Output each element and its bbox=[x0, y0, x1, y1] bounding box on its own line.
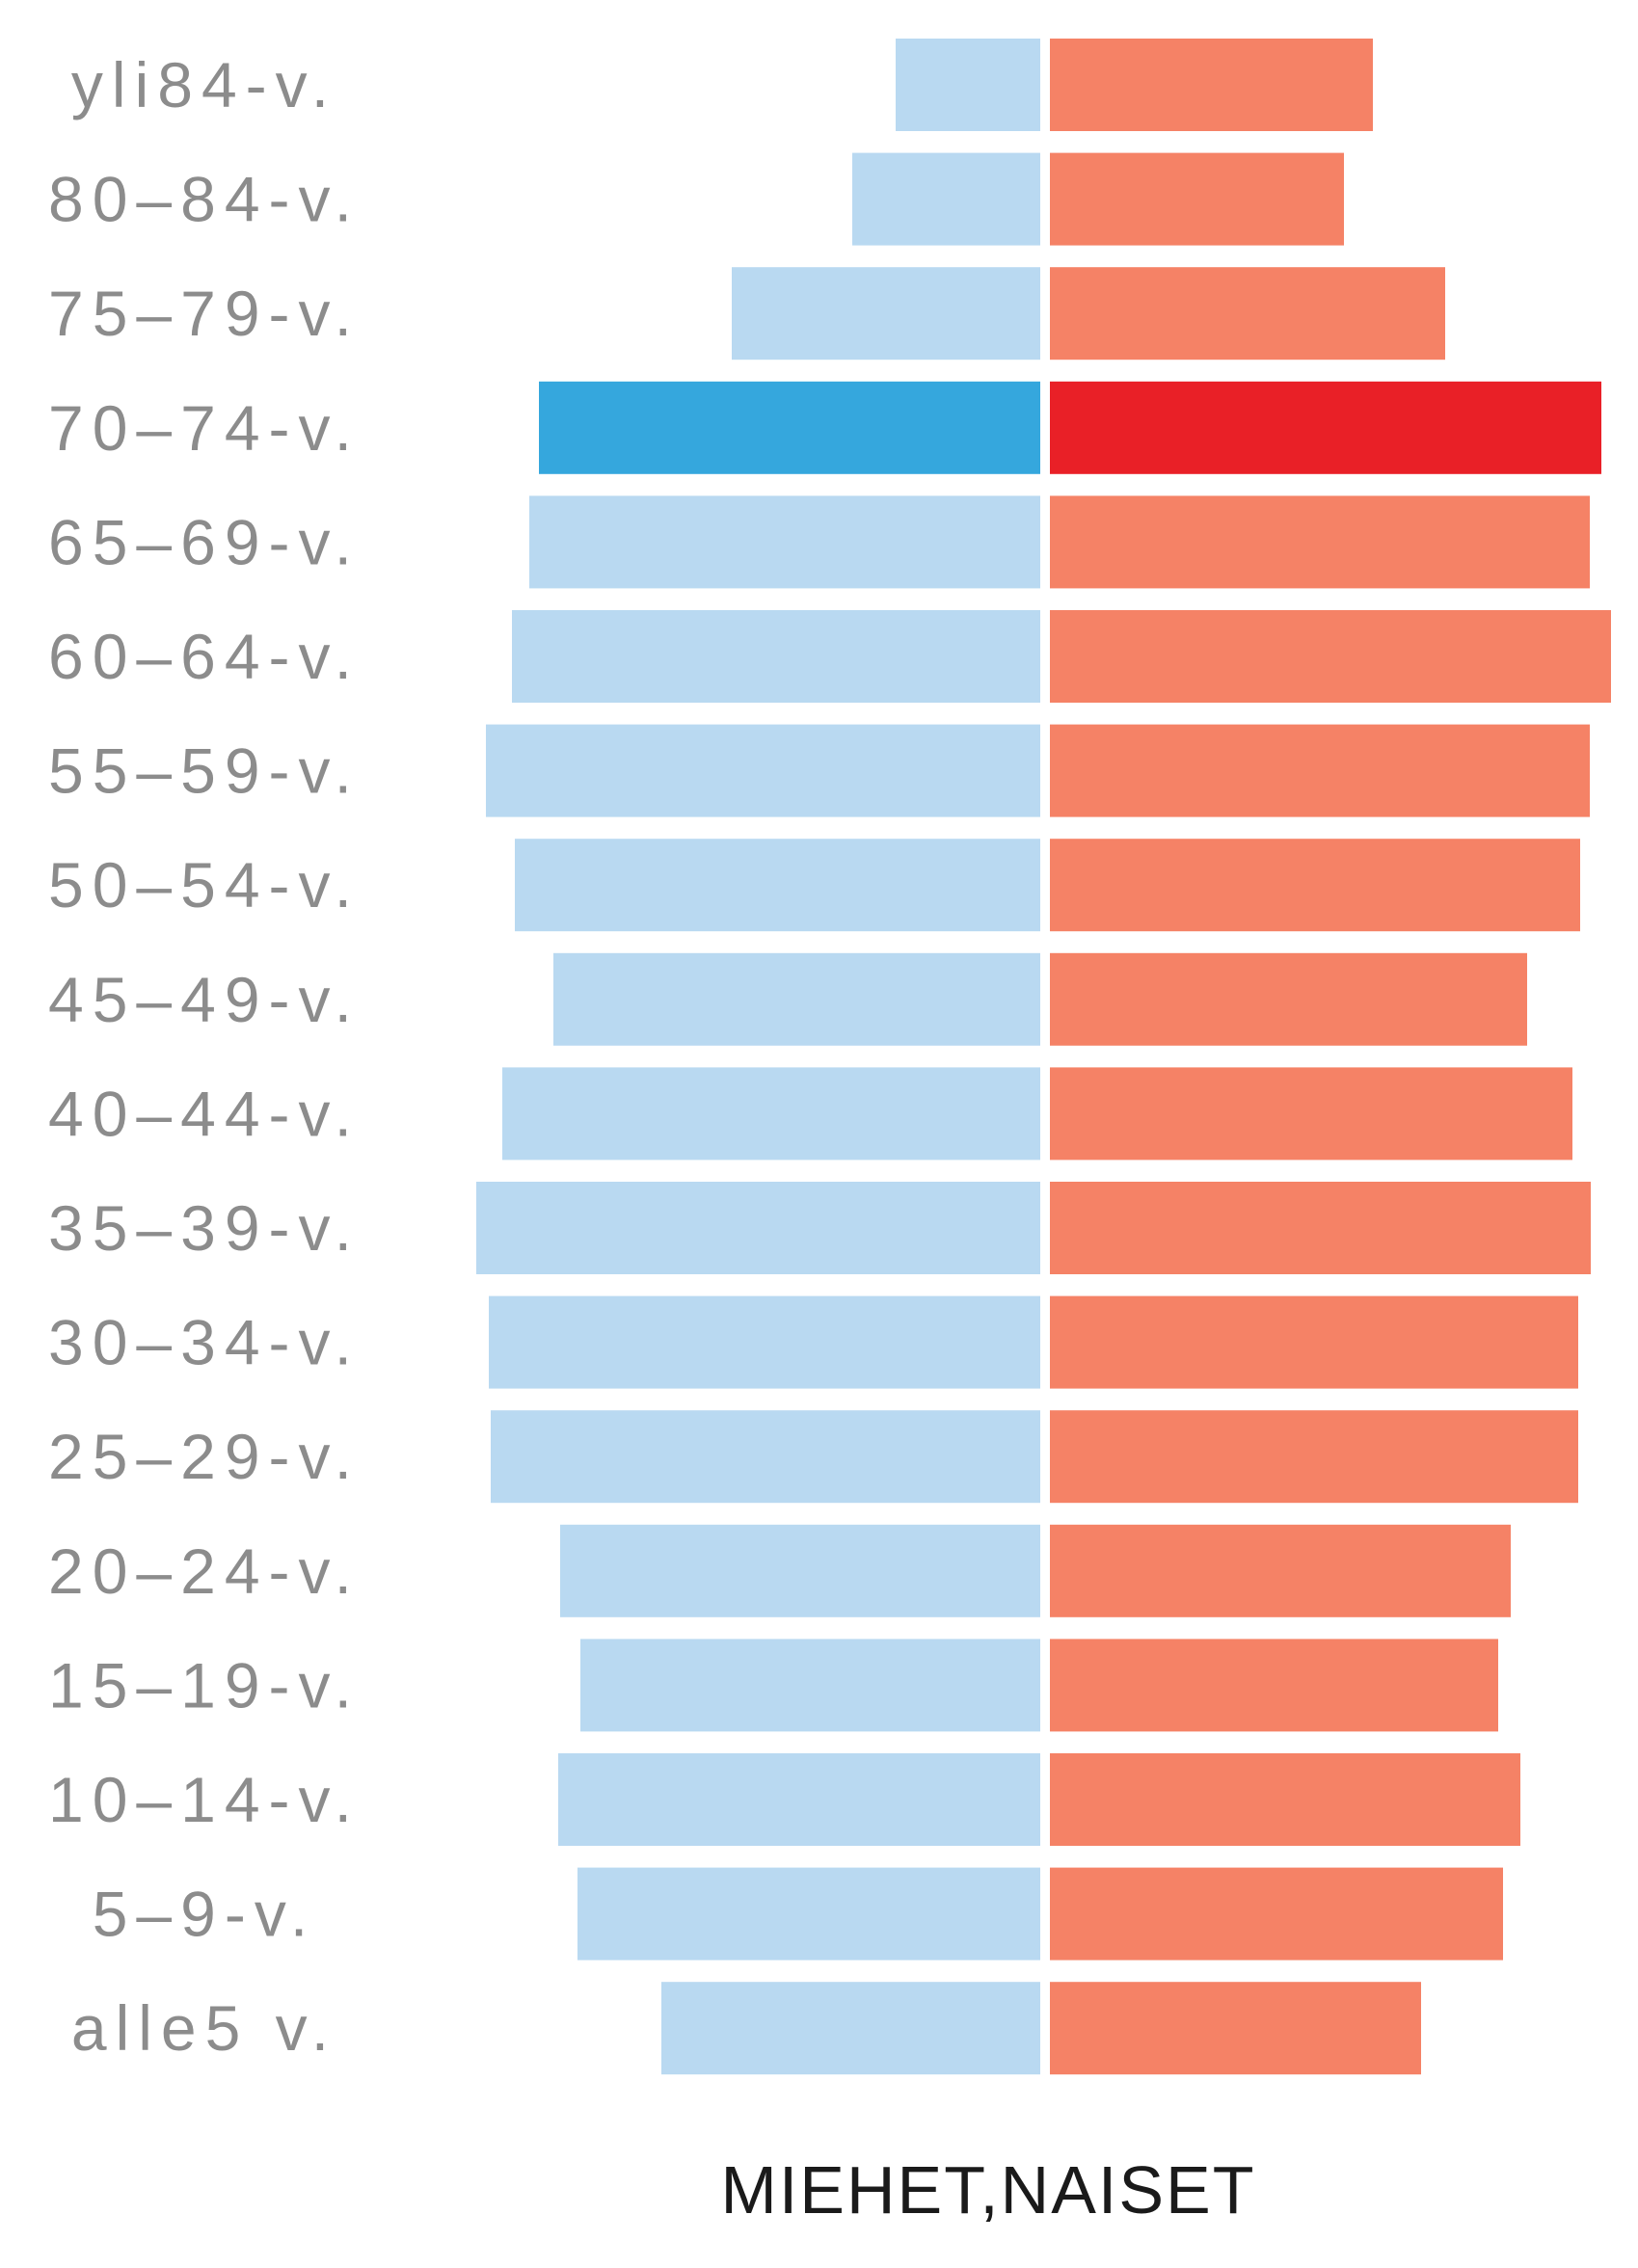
age-label-row-0: yli84-v. bbox=[71, 49, 337, 120]
bar-left-row-10 bbox=[476, 1182, 1040, 1274]
bar-left-row-0 bbox=[896, 39, 1040, 131]
bar-left-row-12 bbox=[491, 1410, 1040, 1504]
bar-right-row-14 bbox=[1050, 1639, 1498, 1732]
bar-left-row-14 bbox=[580, 1639, 1040, 1732]
bar-left-row-1 bbox=[852, 152, 1040, 246]
x-axis-title: MIEHET,NAISET bbox=[721, 2152, 1256, 2228]
bar-left-row-2 bbox=[732, 267, 1040, 360]
age-label-row-17: alle5 v. bbox=[71, 1992, 337, 2064]
age-label-row-12: 25–29-v. bbox=[48, 1421, 361, 1492]
bar-right-row-9 bbox=[1050, 1067, 1572, 1161]
bar-right-row-3 bbox=[1050, 381, 1601, 474]
bar-right-row-2 bbox=[1050, 267, 1445, 360]
bar-left-row-9 bbox=[502, 1067, 1040, 1161]
bar-right-row-4 bbox=[1050, 495, 1590, 589]
age-label-row-14: 15–19-v. bbox=[48, 1649, 361, 1721]
age-label-row-8: 45–49-v. bbox=[48, 964, 361, 1035]
bar-right-row-10 bbox=[1050, 1182, 1591, 1274]
bar-right-row-7 bbox=[1050, 839, 1580, 932]
age-label-row-11: 30–34-v. bbox=[48, 1307, 361, 1378]
age-label-row-1: 80–84-v. bbox=[48, 164, 361, 235]
age-label-row-16: 5–9-v. bbox=[93, 1879, 317, 1950]
age-label-row-13: 20–24-v. bbox=[48, 1535, 361, 1607]
bar-right-row-12 bbox=[1050, 1410, 1578, 1504]
bar-left-row-3 bbox=[539, 381, 1040, 474]
bar-right-row-15 bbox=[1050, 1753, 1520, 1846]
bar-right-row-16 bbox=[1050, 1867, 1503, 1961]
age-label-row-10: 35–39-v. bbox=[48, 1192, 361, 1264]
age-labels-group: yli84-v. 80–84-v. 75–79-v. 70–74-v. 65–69-v.… bbox=[48, 49, 361, 2064]
bar-right-row-5 bbox=[1050, 610, 1611, 703]
bar-right-row-6 bbox=[1050, 724, 1590, 817]
bar-right-row-8 bbox=[1050, 952, 1527, 1046]
age-label-row-15: 10–14-v. bbox=[48, 1764, 361, 1835]
age-label-row-2: 75–79-v. bbox=[48, 278, 361, 349]
age-label-row-9: 40–44-v. bbox=[48, 1078, 361, 1149]
bar-right-row-17 bbox=[1050, 1982, 1421, 2075]
age-label-row-4: 65–69-v. bbox=[48, 506, 361, 577]
bar-left-row-6 bbox=[486, 724, 1040, 817]
bar-left-row-5 bbox=[512, 610, 1040, 703]
age-label-row-6: 55–59-v. bbox=[48, 735, 361, 807]
bar-left-row-8 bbox=[553, 952, 1040, 1046]
bar-left-row-16 bbox=[577, 1867, 1040, 1961]
age-label-row-7: 50–54-v. bbox=[48, 849, 361, 921]
bar-left-row-11 bbox=[489, 1295, 1040, 1389]
bar-left-row-17 bbox=[661, 1982, 1040, 2075]
bar-left-row-4 bbox=[529, 495, 1040, 589]
age-label-row-3: 70–74-v. bbox=[48, 392, 361, 464]
bar-left-row-15 bbox=[558, 1753, 1040, 1846]
bar-right-row-13 bbox=[1050, 1524, 1511, 1617]
bars-group bbox=[476, 39, 1611, 2075]
bar-right-row-1 bbox=[1050, 152, 1344, 246]
bar-right-row-11 bbox=[1050, 1295, 1578, 1389]
bar-right-row-0 bbox=[1050, 39, 1373, 131]
bar-left-row-13 bbox=[560, 1524, 1040, 1617]
bar-left-row-7 bbox=[515, 839, 1040, 932]
age-label-row-5: 60–64-v. bbox=[48, 621, 361, 692]
